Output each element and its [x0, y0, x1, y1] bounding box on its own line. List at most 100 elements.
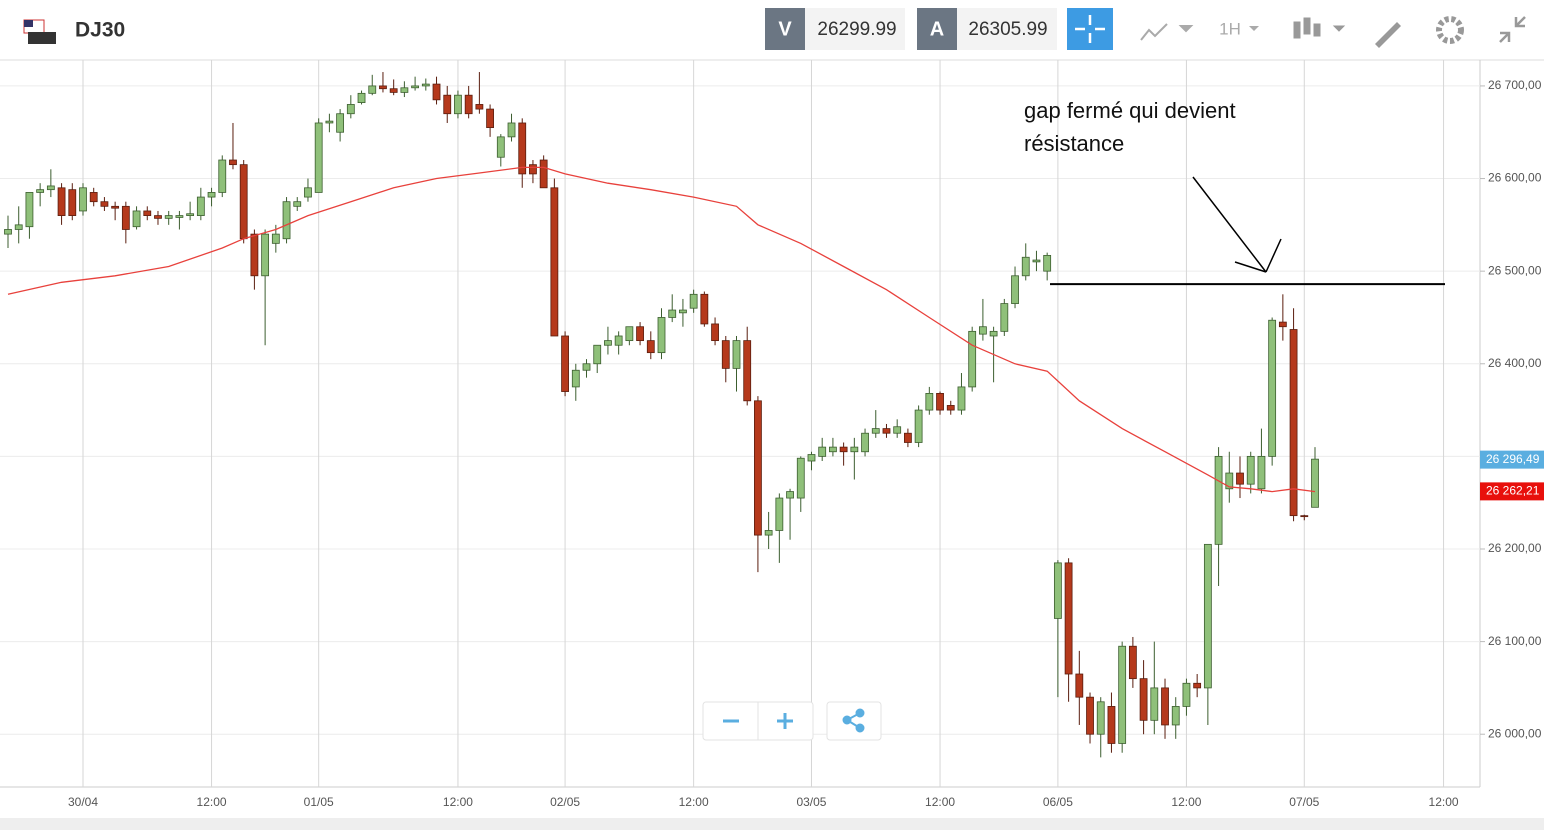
candle-body [914, 409, 923, 443]
candle-body [732, 340, 741, 369]
sell-price-box[interactable] [805, 8, 905, 50]
candle-body [486, 108, 494, 129]
candle-body [518, 122, 527, 175]
candle-body [893, 426, 902, 434]
candle-body [46, 185, 55, 191]
candle-body [36, 189, 45, 193]
candle-body [743, 340, 752, 402]
candle-body [475, 104, 484, 110]
candle-body [175, 215, 184, 218]
candle-body [1236, 472, 1244, 485]
buy-price-box[interactable] [957, 8, 1057, 50]
candle-body [357, 92, 366, 104]
candle-body [89, 192, 98, 203]
candle-body [218, 159, 227, 193]
chart-type-button[interactable] [1140, 23, 1194, 41]
candle-body [411, 85, 419, 89]
candle-body [1300, 515, 1309, 518]
candle-body [4, 229, 12, 235]
candle-body [261, 233, 270, 277]
candle-body [314, 122, 323, 193]
zoom-controls [702, 701, 882, 741]
candle-body [346, 104, 355, 115]
x-tick-label: 03/05 [796, 795, 826, 809]
buy-button[interactable] [917, 8, 957, 50]
buy-label: A [930, 18, 944, 40]
candle-button[interactable] [1293, 17, 1346, 39]
candle-body [604, 340, 612, 346]
x-tick-label: 12:00 [1429, 795, 1459, 809]
candle-body [1182, 682, 1191, 707]
x-tick-label: 06/05 [1043, 795, 1073, 809]
candle-body [271, 233, 280, 244]
candle-body [282, 201, 291, 240]
price-tag-label: 26 296,49 [1486, 452, 1540, 466]
candle-body [379, 85, 387, 90]
candle-body [1043, 255, 1052, 272]
candle-body [454, 94, 462, 115]
candle-body [1139, 678, 1148, 721]
candle-body [700, 293, 709, 325]
candle-body [593, 344, 602, 365]
symbol: DJ30 [75, 19, 125, 42]
candle-body [111, 205, 120, 209]
candle-body [1075, 673, 1084, 698]
x-tick-label: 12:00 [197, 795, 227, 809]
candle-body [957, 386, 966, 411]
candle-body [1225, 472, 1234, 490]
candle-body [925, 393, 934, 411]
candle-body [1032, 259, 1041, 263]
y-tick-label: 26 600,00 [1488, 171, 1542, 185]
candle-body [1193, 682, 1202, 689]
candle-body [539, 159, 548, 189]
candle-body [561, 335, 569, 392]
draw-button[interactable] [1375, 22, 1401, 48]
candle-body [1000, 303, 1009, 332]
x-tick-label: 12:00 [925, 795, 955, 809]
candle-body [946, 405, 955, 411]
candle-body [711, 323, 719, 342]
candle-body [1278, 321, 1287, 328]
candle-body [1086, 696, 1094, 735]
candle-body [754, 400, 762, 536]
candle-body [829, 446, 837, 453]
candle-body [861, 432, 869, 453]
timeframe[interactable]: 1H [1219, 19, 1241, 38]
sell-button[interactable] [765, 8, 805, 50]
candle-body [400, 87, 409, 93]
zoom-in-button[interactable] [777, 713, 793, 729]
collapse-button[interactable] [1499, 16, 1526, 43]
candle-body [775, 497, 784, 531]
candle-body [529, 164, 537, 175]
moving-average-line [7, 166, 1316, 493]
annotation-text: gap fermé qui devient [1024, 98, 1236, 123]
candle-body [882, 428, 891, 434]
x-tick-label: 30/04 [68, 795, 98, 809]
candle-body [154, 215, 162, 219]
candle-body [1214, 455, 1223, 545]
candle-body [25, 192, 34, 228]
candle-body [1246, 455, 1255, 485]
candle-body [839, 446, 848, 453]
annotation-text: résistance [1024, 131, 1124, 156]
candle-body [1171, 706, 1180, 726]
candle-body [689, 293, 698, 309]
candle-body [679, 309, 687, 314]
y-tick-label: 26 100,00 [1488, 634, 1542, 648]
candle-body [100, 201, 109, 207]
settings-button[interactable] [1436, 16, 1464, 44]
candle-body [818, 446, 827, 457]
candle-body [496, 136, 505, 158]
candle-body [646, 340, 655, 354]
candle-body [1311, 458, 1319, 508]
candle-body [1053, 562, 1062, 619]
crosshair-button[interactable] [1067, 8, 1113, 50]
candle-body [764, 530, 773, 536]
candle-body [336, 113, 345, 133]
candle-body [132, 210, 141, 228]
candle-body [57, 187, 66, 216]
x-tick-label: 01/05 [304, 795, 334, 809]
candle-body [1268, 319, 1277, 457]
share-button[interactable] [842, 708, 865, 733]
